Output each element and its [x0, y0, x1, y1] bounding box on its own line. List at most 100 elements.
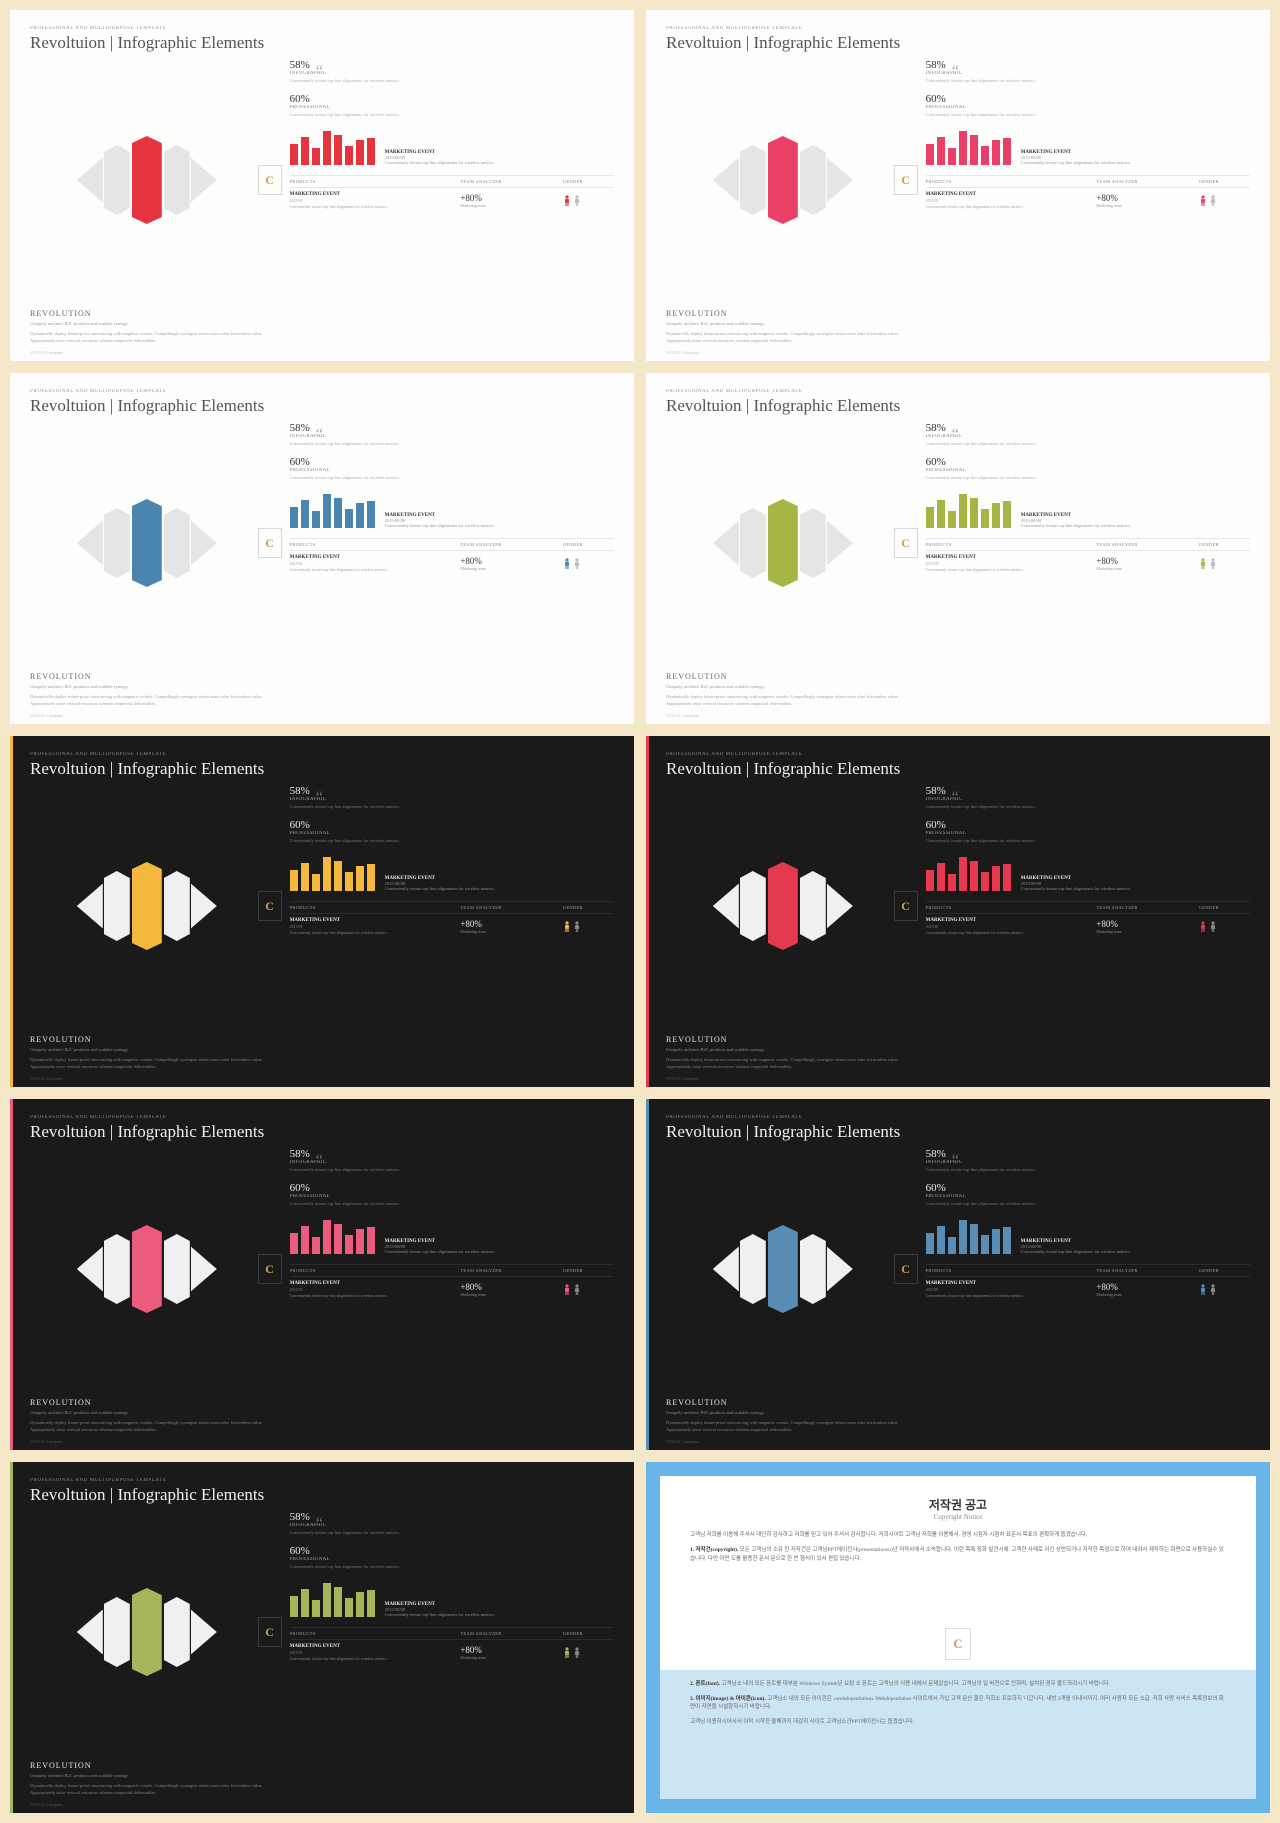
percent-value: +80% [460, 919, 562, 929]
hex-mid-right [800, 145, 826, 215]
chart-bar [970, 861, 978, 891]
hex-outer-left [713, 521, 739, 566]
chart-bar [356, 140, 364, 165]
stat-value: 58% [290, 422, 614, 434]
chart-bar [323, 1220, 331, 1254]
data-table: PRODUCTS TEAM ANALYZER GENDER MARKETING … [290, 1264, 614, 1302]
chart-bar [367, 864, 375, 891]
stat-desc: Conveniently iterate top-line alignments… [926, 1167, 1250, 1172]
slide-title: Revoltuion | Infographic Elements [30, 759, 614, 779]
stat-value: 58% [926, 422, 1250, 434]
data-table: PRODUCTS TEAM ANALYZER GENDER MARKETING … [290, 901, 614, 939]
stat-value: 60% [926, 456, 1250, 468]
gender-icons [563, 1647, 614, 1658]
chart-bar [948, 511, 956, 528]
gender-male-icon [563, 921, 571, 932]
chart-bar [992, 1229, 1000, 1254]
stat-desc: Conveniently iterate top-line alignments… [290, 1564, 614, 1569]
stat-block-1: 58% INFOGRAPHIC Conveniently iterate top… [926, 1148, 1250, 1172]
revolution-subtitle: Uniquely architect B2C products and scal… [30, 1047, 264, 1053]
brand-footer: VOLLE Company [666, 1439, 699, 1444]
infographic-slide: PROFESSIONAL AND MULTIPURPOSE TEMPLATE R… [10, 1099, 634, 1450]
th-gender: GENDER [563, 542, 614, 547]
copyright-section: 2. 폰트(font). 고객님소 내의 모든 폰트를 대부분 Windows … [690, 1680, 1226, 1689]
stat-desc: Conveniently iterate top-line alignments… [290, 1167, 614, 1172]
award-badge: C [894, 891, 918, 921]
pretitle: PROFESSIONAL AND MULTIPURPOSE TEMPLATE [30, 389, 614, 394]
infographic-slide: PROFESSIONAL AND MULTIPURPOSE TEMPLATE R… [646, 736, 1270, 1087]
gender-icons [1199, 195, 1250, 206]
chart-desc: Conveniently iterate top-line alignments… [1021, 886, 1250, 891]
chart-bar [323, 494, 331, 528]
bar-chart [926, 490, 1011, 528]
hex-center [132, 1588, 162, 1676]
chart-desc: Conveniently iterate top-line alignments… [385, 523, 614, 528]
chart-bar [959, 131, 967, 165]
stat-desc: Conveniently iterate top-line alignments… [290, 804, 614, 809]
chart-bar [959, 857, 967, 891]
revolution-subtitle: Uniquely architect B2C products and scal… [30, 1773, 264, 1779]
th-products: PRODUCTS [290, 1631, 461, 1636]
percent-value: +80% [460, 193, 562, 203]
hex-mid-right [800, 508, 826, 578]
stat-label: INFOGRAPHIC [290, 797, 614, 802]
th-products: PRODUCTS [926, 905, 1097, 910]
hex-shape-graphic: C [666, 422, 900, 664]
chart-bar [323, 857, 331, 891]
chart-bar [356, 503, 364, 528]
chart-bar [334, 135, 342, 165]
bar-chart [926, 1216, 1011, 1254]
hex-outer-left [77, 521, 103, 566]
slide-title: Revoltuion | Infographic Elements [666, 1122, 1250, 1142]
hex-center [132, 862, 162, 950]
stat-value: 60% [290, 456, 614, 468]
gender-male-icon [1199, 921, 1207, 932]
revolution-subtitle: Uniquely architect B2C products and scal… [30, 321, 264, 327]
row-date: 2015/01 [290, 1287, 461, 1292]
th-gender: GENDER [1199, 905, 1250, 910]
chart-bar [290, 870, 298, 891]
copyright-section: 1. 저작건(copyright). 모든 고객님의 소유 한 저작건은 고객님… [690, 1546, 1226, 1564]
hex-center [768, 1225, 798, 1313]
revolution-subtitle: Uniquely architect B2C products and scal… [666, 1047, 900, 1053]
revolution-heading: REVOLUTION [30, 672, 264, 681]
percent-label: Marketing team [1096, 1292, 1198, 1297]
gender-male-icon [1199, 195, 1207, 206]
data-table: PRODUCTS TEAM ANALYZER GENDER MARKETING … [290, 538, 614, 576]
chart-bar [290, 144, 298, 165]
chart-bar [290, 507, 298, 528]
gender-male-icon [563, 558, 571, 569]
revolution-subtitle: Uniquely architect B2C products and scal… [30, 684, 264, 690]
gender-icons [1199, 921, 1250, 932]
row-date: 2015/01 [926, 1287, 1097, 1292]
hex-mid-right [164, 145, 190, 215]
stat-desc: Conveniently iterate top-line alignments… [926, 1201, 1250, 1206]
gender-male-icon [1199, 558, 1207, 569]
percent-value: +80% [1096, 556, 1198, 566]
hex-outer-right [191, 521, 217, 566]
revolution-subtitle: Uniquely architect B2C products and scal… [666, 1410, 900, 1416]
copyright-title: 저작권 공고 [690, 1496, 1226, 1513]
hex-mid-left [740, 508, 766, 578]
pretitle: PROFESSIONAL AND MULTIPURPOSE TEMPLATE [30, 26, 614, 31]
stat-label: PROFESSIONAL [926, 1194, 1250, 1199]
copyright-notice-slide: 저작권 공고 Copyright Notice 고객님 저희를 이용해 주셔서 … [646, 1462, 1270, 1813]
gender-female-icon [1209, 921, 1217, 932]
chart-bar [301, 1589, 309, 1618]
chart-bar [334, 861, 342, 891]
chart-bar [1003, 864, 1011, 891]
hex-mid-left [104, 1597, 130, 1667]
hex-outer-right [827, 521, 853, 566]
revolution-subtitle: Uniquely architect B2C products and scal… [666, 684, 900, 690]
pretitle: PROFESSIONAL AND MULTIPURPOSE TEMPLATE [30, 1115, 614, 1120]
bar-chart [290, 127, 375, 165]
stat-label: INFOGRAPHIC [290, 71, 614, 76]
row-desc: Conveniently iterate top-line alignments… [290, 930, 461, 935]
hex-mid-left [740, 1234, 766, 1304]
revolution-heading: REVOLUTION [666, 1035, 900, 1044]
chart-bar [948, 874, 956, 891]
bar-chart [290, 1579, 375, 1617]
hex-shape-graphic: C [666, 59, 900, 301]
th-team: TEAM ANALYZER [1096, 179, 1198, 184]
th-team: TEAM ANALYZER [460, 905, 562, 910]
